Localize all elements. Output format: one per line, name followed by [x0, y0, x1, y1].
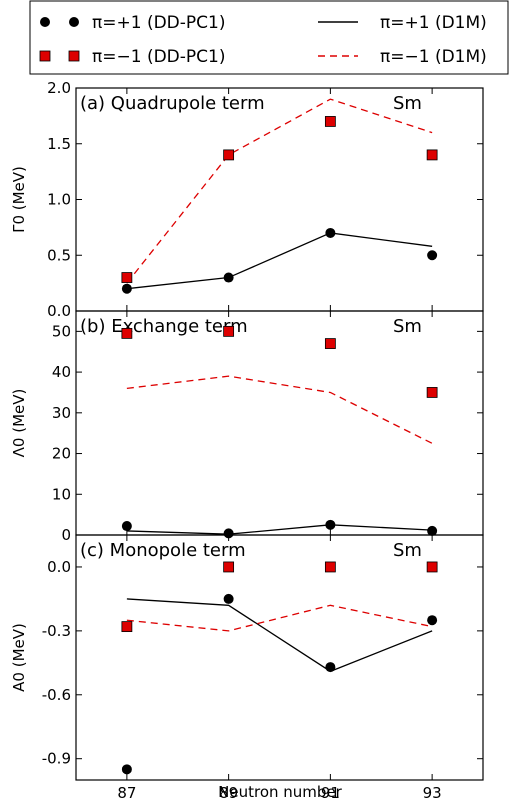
plot-frame: [75, 534, 484, 781]
y-axis-title: Γ0 (MeV): [10, 166, 28, 233]
y-tick-label: 2.0: [47, 79, 71, 97]
panel-label: (b) Exchange term: [80, 316, 248, 337]
data-point-circle: [223, 272, 234, 283]
data-point-square: [121, 327, 133, 339]
y-tick-label: 1.5: [47, 135, 71, 153]
data-point-circle: [325, 662, 336, 673]
data-point-square: [121, 272, 133, 283]
legend-label-pi-plus-d1m: π=+1 (D1M): [380, 13, 487, 33]
x-tick-label: 91: [321, 784, 340, 800]
y-tick-label: 20: [52, 445, 71, 463]
legend-label-pi-minus-ddpc1: π=−1 (DD-PC1): [92, 47, 225, 67]
legend-marker-square: [39, 50, 51, 62]
y-tick-label: 1.0: [47, 191, 71, 209]
element-label: Sm: [393, 316, 422, 337]
data-point-circle: [121, 764, 132, 775]
legend-marker-circle: [69, 17, 79, 27]
legend-marker-square: [68, 50, 80, 62]
data-point-square: [426, 561, 438, 573]
panel-label: (c) Monopole term: [80, 540, 246, 561]
element-label: Sm: [393, 540, 422, 561]
data-point-square: [223, 561, 235, 573]
y-tick-label: -0.3: [42, 622, 71, 640]
legend-label-pi-plus-ddpc1: π=+1 (DD-PC1): [92, 13, 225, 33]
series-line-d1m-pi-plus: [126, 524, 433, 535]
series-line-d1m-pi-plus: [126, 232, 433, 290]
x-tick-label: 87: [117, 784, 136, 800]
y-tick-label: 10: [52, 485, 71, 503]
data-point-circle: [121, 521, 132, 532]
data-point-square: [324, 116, 336, 127]
y-tick-label: 0.5: [47, 246, 71, 264]
series-line-d1m-pi-minus: [126, 375, 433, 444]
data-point-circle: [427, 250, 438, 261]
panel-c: -0.9 -0.6 -0.3 0.0 87 89 91 93 (c) Monopole term…: [10, 534, 484, 800]
y-tick-label: -0.6: [42, 686, 71, 704]
data-point-square: [223, 149, 235, 161]
element-label: Sm: [393, 93, 422, 114]
panels: 0.0 0.5 1.0 1.5 2.0 (a) Quadrupole term Sm Γ0 (…: [10, 79, 484, 800]
y-axis-title: A0 (MeV): [10, 623, 28, 692]
x-tick-label: 93: [423, 784, 442, 800]
series-line-d1m-pi-plus: [126, 598, 433, 673]
data-point-circle: [223, 528, 234, 539]
panel-a: 0.0 0.5 1.0 1.5 2.0 (a) Quadrupole term Sm Γ0 (…: [10, 79, 484, 320]
legend-frame: [29, 0, 509, 75]
series-line-d1m-pi-minus: [126, 604, 433, 632]
data-point-square: [223, 325, 235, 337]
x-axis-title: Neutron number: [218, 783, 343, 800]
data-point-square: [426, 387, 438, 398]
y-tick-label: 0: [61, 526, 71, 544]
y-tick-label: 50: [52, 322, 71, 340]
data-point-circle: [325, 519, 336, 530]
y-tick-label: 0.0: [47, 302, 71, 320]
y-tick-label: 0.0: [47, 558, 71, 576]
y-tick-label: 30: [52, 404, 71, 422]
data-point-square: [324, 561, 336, 573]
legend-marker-circle: [40, 17, 50, 27]
data-point-square: [426, 149, 438, 161]
legend-label-pi-minus-d1m: π=−1 (D1M): [380, 47, 487, 67]
plot-frame: [75, 87, 484, 312]
data-point-circle: [121, 283, 132, 294]
panel-b: 0 10 20 30 40 50 (b) Exchange term Sm Λ0 (MeV): [10, 310, 484, 544]
y-axis-title: Λ0 (MeV): [10, 389, 28, 458]
panel-label: (a) Quadrupole term: [80, 93, 265, 114]
data-point-circle: [427, 525, 438, 536]
data-point-square: [324, 338, 336, 349]
x-tick-label: 89: [219, 784, 238, 800]
plot-frame: [75, 310, 484, 536]
data-point-circle: [223, 593, 234, 604]
y-tick-label: -0.9: [42, 750, 71, 768]
data-point-square: [121, 621, 133, 633]
series-line-d1m-pi-minus: [126, 98, 433, 284]
y-tick-label: 40: [52, 363, 71, 381]
legend: π=+1 (DD-PC1) π=−1 (DD-PC1) π=+1 (D1M) π…: [29, 0, 509, 75]
data-point-circle: [427, 615, 438, 626]
data-point-circle: [325, 227, 336, 238]
